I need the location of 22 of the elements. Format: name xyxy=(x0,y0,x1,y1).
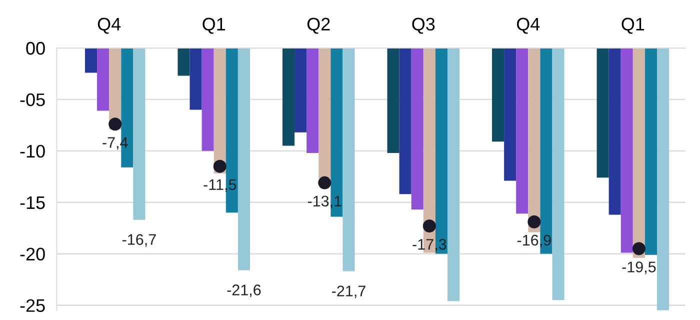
x-tick-label: Q1 xyxy=(202,18,226,34)
x-tick-label: Q4 xyxy=(516,18,540,34)
y-tick-label: -20 xyxy=(20,248,45,261)
y-tick-label: 00 xyxy=(26,42,45,55)
x-tick-label: Q4 xyxy=(98,18,121,34)
data-label: -16,7 xyxy=(122,234,156,247)
y-tick-label: -05 xyxy=(20,93,45,106)
point xyxy=(108,118,122,131)
y-tick-label: -15 xyxy=(20,196,45,210)
point xyxy=(632,242,646,256)
data-label: -19,5 xyxy=(622,262,656,274)
x-tick-label: Q2 xyxy=(307,18,330,34)
x-tick-label: Q1 xyxy=(622,18,644,34)
data-label: -21,7 xyxy=(332,286,366,298)
y-tick-label: -10 xyxy=(20,144,45,158)
point xyxy=(422,220,436,233)
point xyxy=(528,215,541,228)
y-tick-label: -25 xyxy=(20,299,45,312)
x-tick-label: Q3 xyxy=(412,18,435,34)
data-label: -21,6 xyxy=(227,284,261,298)
point xyxy=(318,176,332,190)
point xyxy=(213,160,226,173)
